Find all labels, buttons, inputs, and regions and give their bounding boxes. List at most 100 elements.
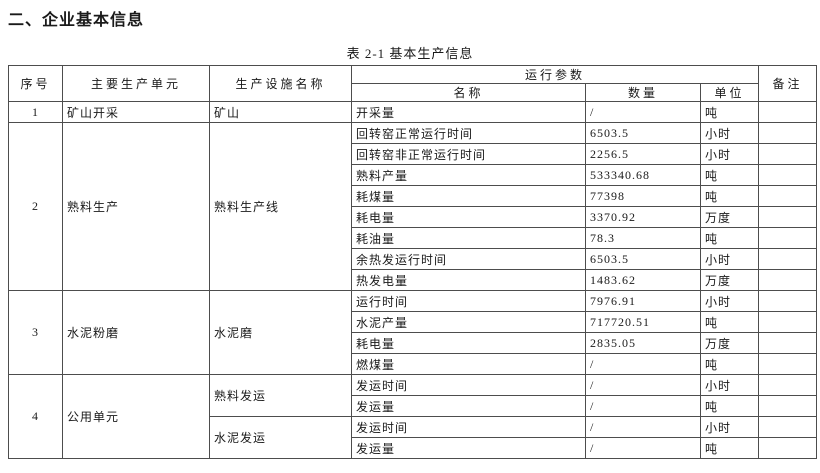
- quantity-cell: /: [585, 353, 701, 375]
- table-row: 耗电量 2835.05 万度: [9, 332, 818, 354]
- param-name-cell: 水泥产量: [351, 311, 586, 333]
- remark-cell: [758, 353, 818, 375]
- quantity-cell: 6503.5: [585, 122, 701, 144]
- param-name-cell: 耗电量: [351, 206, 586, 228]
- unit-cell: 吨: [699, 437, 760, 459]
- quantity-cell: /: [585, 395, 701, 417]
- param-name-cell: 耗煤量: [351, 185, 586, 207]
- unit-cell: 吨: [699, 395, 760, 417]
- remark-cell: [758, 101, 818, 123]
- remark-cell: [758, 332, 818, 354]
- facility-cell: 熟料生产线: [209, 122, 352, 291]
- table-row: 回转窑非正常运行时间 2256.5 小时: [9, 143, 818, 165]
- facility-cell: 水泥发运: [209, 416, 352, 459]
- unit-cell: 万度: [699, 269, 760, 291]
- facility-cell: 矿山: [209, 101, 352, 123]
- unit-cell: 小时: [699, 248, 760, 270]
- param-name-cell: 发运时间: [351, 374, 586, 396]
- header-row-1: 序号 主要生产单元 生产设施名称 运行参数 备注: [8, 65, 818, 102]
- table-row: 耗电量 3370.92 万度: [9, 206, 818, 228]
- seq-cell: 2: [8, 122, 63, 291]
- remark-cell: [758, 164, 818, 186]
- main-unit-cell: 熟料生产: [62, 122, 210, 291]
- param-name-cell: 燃煤量: [351, 353, 586, 375]
- param-name-cell: 发运量: [351, 395, 586, 417]
- param-name-cell: 发运量: [351, 437, 586, 459]
- remark-cell: [758, 290, 818, 312]
- table-row: 1 矿山开采 矿山 开采量 / 吨: [8, 101, 818, 123]
- remark-cell: [758, 374, 818, 396]
- remark-cell: [758, 122, 818, 144]
- param-name-cell: 耗电量: [351, 332, 586, 354]
- param-name-cell: 热发电量: [351, 269, 586, 291]
- unit-cell: 吨: [699, 185, 760, 207]
- remark-cell: [758, 185, 818, 207]
- seq-cell: 3: [8, 290, 63, 375]
- remark-cell: [758, 269, 818, 291]
- unit-cell: 万度: [699, 206, 760, 228]
- remark-cell: [758, 206, 818, 228]
- quantity-cell: 1483.62: [585, 269, 701, 291]
- quantity-cell: /: [585, 416, 701, 438]
- unit-cell: 万度: [699, 332, 760, 354]
- seq-cell: 4: [8, 374, 63, 459]
- quantity-cell: 2835.05: [585, 332, 701, 354]
- table-row: 耗煤量 77398 吨: [9, 185, 818, 207]
- param-name-cell: 余热发运行时间: [351, 248, 586, 270]
- unit-cell: 小时: [699, 374, 760, 396]
- facility-cell: 水泥磨: [209, 290, 352, 375]
- main-unit-cell: 水泥粉磨: [62, 290, 210, 375]
- unit-cell: 小时: [699, 416, 760, 438]
- header-quantity: 数量: [585, 83, 701, 102]
- quantity-cell: 7976.91: [585, 290, 701, 312]
- table-row: 发运量 / 吨: [9, 437, 818, 459]
- quantity-cell: /: [585, 101, 701, 123]
- quantity-cell: 78.3: [585, 227, 701, 249]
- quantity-cell: 533340.68: [585, 164, 701, 186]
- header-unit: 单位: [699, 83, 760, 102]
- unit-cell: 吨: [699, 227, 760, 249]
- remark-cell: [758, 437, 818, 459]
- table-row: 余热发运行时间 6503.5 小时: [9, 248, 818, 270]
- basic-production-info-table: 序号 主要生产单元 生产设施名称 运行参数 备注 名称 数量 单位 1 矿山开采…: [8, 65, 818, 459]
- remark-cell: [758, 143, 818, 165]
- header-param-name: 名称: [351, 83, 586, 102]
- quantity-cell: /: [585, 437, 701, 459]
- remark-cell: [758, 395, 818, 417]
- param-name-cell: 熟料产量: [351, 164, 586, 186]
- header-row-2: 名称 数量 单位: [9, 83, 817, 102]
- unit-cell: 吨: [699, 101, 760, 123]
- table-row: 4 公用单元 熟料发运 发运时间 / 小时: [8, 374, 818, 459]
- param-name-cell: 回转窑非正常运行时间: [351, 143, 586, 165]
- table-row: 3 水泥粉磨 水泥磨 运行时间 7976.91 小时: [8, 290, 818, 375]
- unit-cell: 吨: [699, 164, 760, 186]
- quantity-cell: 6503.5: [585, 248, 701, 270]
- remark-cell: [758, 227, 818, 249]
- unit-cell: 小时: [699, 122, 760, 144]
- quantity-cell: /: [585, 374, 701, 396]
- table-title: 表 2-1 基本生产信息: [346, 46, 474, 61]
- table-row: 2 熟料生产 熟料生产线 回转窑正常运行时间 6503.5 小时: [8, 122, 818, 291]
- remark-cell: [758, 416, 818, 438]
- quantity-cell: 3370.92: [585, 206, 701, 228]
- header-remark: 备注: [758, 65, 818, 102]
- remark-cell: [758, 248, 818, 270]
- param-name-cell: 耗油量: [351, 227, 586, 249]
- quantity-cell: 2256.5: [585, 143, 701, 165]
- param-name-cell: 回转窑正常运行时间: [351, 122, 586, 144]
- unit-cell: 小时: [699, 290, 760, 312]
- seq-cell: 1: [8, 101, 63, 123]
- quantity-cell: 77398: [585, 185, 701, 207]
- table-row: 燃煤量 / 吨: [9, 353, 818, 375]
- quantity-cell: 717720.51: [585, 311, 701, 333]
- main-unit-cell: 矿山开采: [62, 101, 210, 123]
- remark-cell: [758, 311, 818, 333]
- table-row: 热发电量 1483.62 万度: [9, 269, 818, 291]
- param-name-cell: 开采量: [351, 101, 586, 123]
- param-name-cell: 运行时间: [351, 290, 586, 312]
- header-main-unit: 主要生产单元: [62, 65, 210, 102]
- unit-cell: 小时: [699, 143, 760, 165]
- facility-cell: 熟料发运: [209, 374, 352, 417]
- main-unit-cell: 公用单元: [62, 374, 210, 459]
